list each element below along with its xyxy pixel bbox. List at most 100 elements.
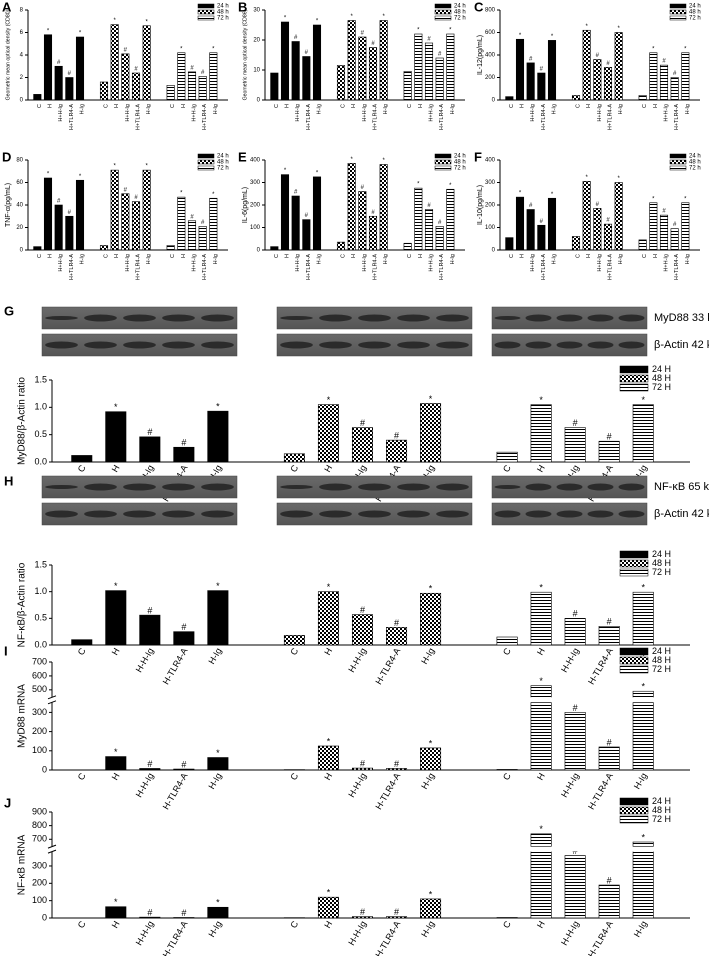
bar-annotation: * <box>684 196 687 202</box>
bar <box>43 34 53 101</box>
blot-band <box>162 510 195 518</box>
bar-annotation: # <box>540 219 544 225</box>
bar <box>547 40 557 101</box>
x-tick-label: H+TLR4-A <box>674 104 680 130</box>
bar-annotation: # <box>360 907 365 917</box>
legend-swatch <box>619 550 649 559</box>
x-tick-label: C <box>76 771 88 782</box>
bar-annotation: # <box>181 759 186 769</box>
x-tick-label: H+H-Ig <box>663 254 669 272</box>
x-tick-label: C <box>642 254 648 258</box>
blot-band <box>84 341 117 349</box>
y-tick-label: 900 <box>32 806 47 816</box>
x-tick-label: H+H-Ig <box>125 104 131 122</box>
bar-annotation: * <box>47 28 50 34</box>
x-tick-label: H-H-Ig <box>134 919 156 947</box>
x-tick-label: H+H-Ig <box>295 104 301 122</box>
bar-annotation: * <box>180 191 183 197</box>
bar <box>177 196 186 251</box>
blot-band <box>525 341 552 349</box>
y-tick-label: 0 <box>20 98 24 104</box>
x-tick-label: H+H-Ig <box>597 254 603 272</box>
bar <box>283 635 305 646</box>
bar <box>187 220 197 251</box>
x-tick-label: H-TLR4-A <box>586 771 615 811</box>
bar <box>526 62 535 101</box>
bar <box>537 72 546 101</box>
bar-annotation: * <box>539 676 543 686</box>
x-tick-label: H+TLR4-A <box>607 254 613 280</box>
blot-band <box>84 510 117 518</box>
bar-annotation: * <box>350 157 353 163</box>
bar-annotation: * <box>350 14 353 20</box>
bar <box>142 169 151 251</box>
bar <box>33 94 42 101</box>
x-tick-label: H <box>110 463 122 474</box>
x-tick-label: H+TLR4-A <box>202 104 208 130</box>
bar-annotation: # <box>394 431 399 441</box>
bar-annotation: # <box>57 60 61 66</box>
legend-label: 48 H <box>652 373 671 383</box>
y-tick-label: 30 <box>253 8 260 14</box>
bar <box>105 590 127 646</box>
bar <box>302 219 311 251</box>
y-tick-label: 700 <box>32 656 47 666</box>
bar-annotation: # <box>394 618 399 628</box>
x-tick-label: H-Ig <box>146 254 152 264</box>
blot-band <box>618 314 645 322</box>
x-tick-label: H+TLR4-A <box>439 104 445 130</box>
x-tick-label: H-Ig <box>632 771 649 791</box>
x-tick-label: H+TLR4-A <box>135 254 141 280</box>
bar <box>302 56 311 101</box>
y-axis-label: IL-12(pg/mL) <box>477 35 484 75</box>
panel-letter: F <box>474 149 482 164</box>
bar <box>351 427 374 463</box>
bar <box>632 404 654 463</box>
bar-annotation: # <box>573 609 578 619</box>
legend-label: 72 h <box>217 16 229 22</box>
blot-band <box>525 483 552 491</box>
bar-annotation: * <box>429 889 433 899</box>
bar <box>420 747 442 771</box>
legend-label: 72 h <box>217 166 229 172</box>
y-axis-label: NF-κB mRNA <box>17 834 28 895</box>
legend-swatch <box>619 815 649 824</box>
bar-annotation: # <box>529 56 533 62</box>
x-tick-label: H+TLR4-A <box>69 254 75 280</box>
x-tick-label: H <box>653 104 659 108</box>
blot-band <box>162 483 195 491</box>
bar-annotation: # <box>294 35 298 41</box>
bar <box>386 439 408 463</box>
blot-label: MyD88 33 kd <box>654 312 709 324</box>
y-axis-label: Geometric mean optical density (CD80) <box>5 9 11 100</box>
bar-annotation: # <box>607 432 612 442</box>
bar <box>649 52 658 101</box>
bar <box>420 403 442 463</box>
bar-annotation: # <box>596 53 600 59</box>
x-tick-label: C <box>76 646 88 657</box>
x-tick-label: C <box>274 104 280 108</box>
y-tick-label: 300 <box>485 180 496 186</box>
bar <box>530 833 552 919</box>
bar <box>496 917 518 919</box>
bar-annotation: # <box>361 185 365 191</box>
bar <box>142 25 151 101</box>
x-tick-label: H-TLR4-A <box>373 771 402 811</box>
y-tick-label: 300 <box>32 860 47 870</box>
x-tick-label: H+TLR4-A <box>674 254 680 280</box>
y-tick-label: 20 <box>253 38 260 44</box>
x-tick-label: H-Ig <box>146 104 152 114</box>
bar-annotation: * <box>551 34 554 40</box>
axis-break <box>48 846 690 852</box>
axis-break-line <box>47 700 57 705</box>
legend-swatch <box>434 159 452 165</box>
bar-annotation: # <box>181 622 186 632</box>
legend-swatch <box>669 15 687 21</box>
blot-band <box>358 483 391 491</box>
bar-annotation: * <box>551 192 554 198</box>
x-tick-label: C <box>103 104 109 108</box>
x-tick-label: H-Ig <box>551 104 557 114</box>
bar <box>351 614 374 646</box>
x-tick-label: H-Ig <box>419 919 436 939</box>
x-tick-label: H+TLR4-A <box>541 104 547 130</box>
